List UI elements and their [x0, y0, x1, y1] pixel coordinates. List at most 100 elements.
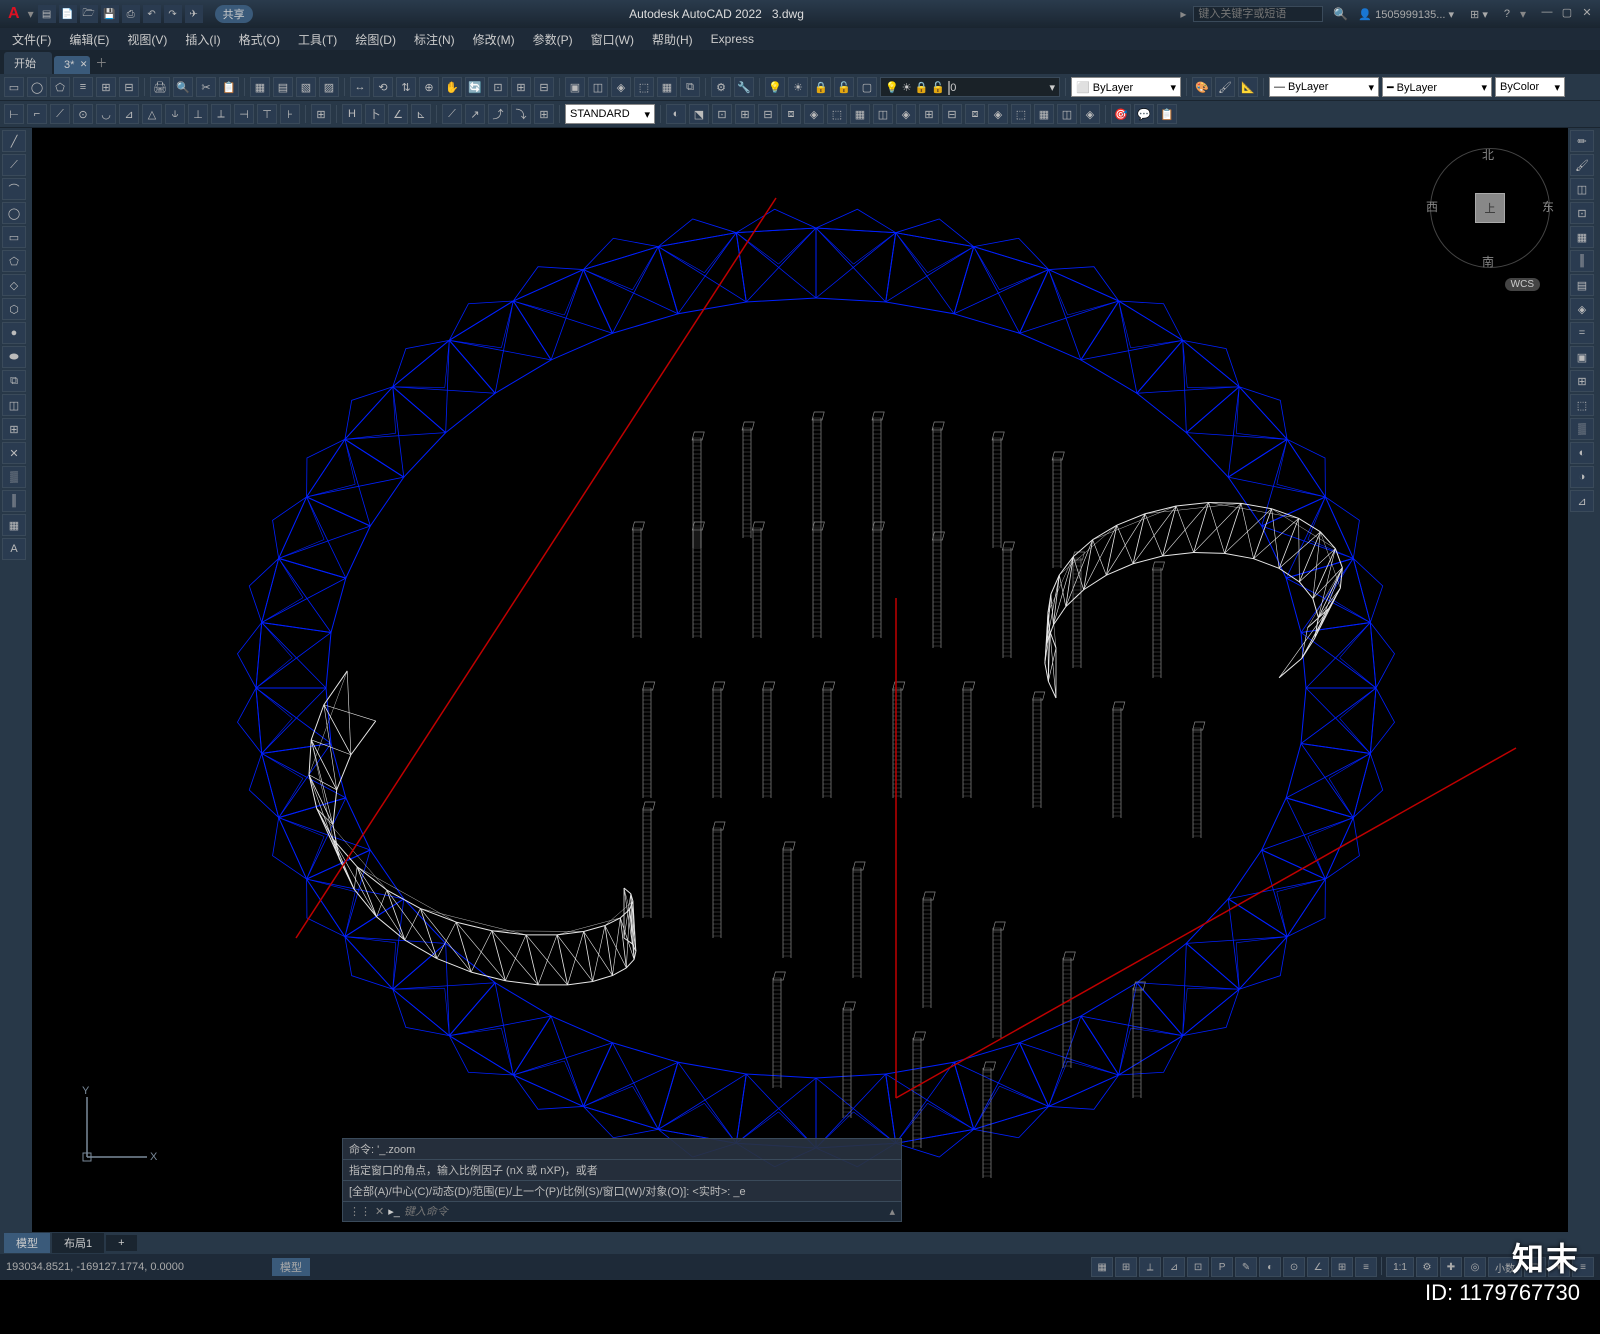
- menu-item[interactable]: 参数(P): [525, 29, 581, 50]
- viewcube-north[interactable]: 北: [1482, 146, 1494, 163]
- ribbon-button[interactable]: ⊞: [311, 104, 331, 124]
- qat-button[interactable]: ▤: [38, 5, 56, 23]
- ribbon-button[interactable]: ⊦: [280, 104, 300, 124]
- tool-button[interactable]: ⟋: [2, 154, 26, 176]
- ribbon-button[interactable]: ⊕: [419, 77, 439, 97]
- tool-button[interactable]: ⊡: [1570, 202, 1594, 224]
- status-toggle[interactable]: 1:1: [1386, 1257, 1414, 1277]
- tool-button[interactable]: ◫: [1570, 178, 1594, 200]
- qat-button[interactable]: ✈: [185, 5, 203, 23]
- ribbon-button[interactable]: ⊤: [257, 104, 277, 124]
- tool-button[interactable]: ◇: [2, 274, 26, 296]
- minimize-icon[interactable]: —: [1538, 6, 1556, 22]
- ribbon-button[interactable]: ◡: [96, 104, 116, 124]
- drawing-canvas[interactable]: 上 北 南 西 东 WCS X Y 命令: '_.zoom 指定窗口的角点，输入…: [32, 128, 1600, 1232]
- qat-button[interactable]: 💾: [101, 5, 119, 23]
- tool-button[interactable]: ▦: [1570, 226, 1594, 248]
- ribbon-button[interactable]: ⊢: [4, 104, 24, 124]
- ribbon-button[interactable]: ⊣: [234, 104, 254, 124]
- ribbon-button[interactable]: ⇅: [396, 77, 416, 97]
- status-toggle[interactable]: ⊙: [1283, 1257, 1305, 1277]
- tab-start[interactable]: 开始: [4, 52, 52, 74]
- ribbon-button[interactable]: ▭: [4, 77, 24, 97]
- layer-selector[interactable]: 💡 ☀ 🔒 🔓 0▾: [880, 77, 1060, 97]
- status-toggle[interactable]: ⊿: [1163, 1257, 1185, 1277]
- status-toggle[interactable]: ⊞: [1115, 1257, 1137, 1277]
- app-logo[interactable]: A: [4, 5, 24, 23]
- status-toggle[interactable]: ⟂: [1139, 1257, 1161, 1277]
- ribbon-button[interactable]: ▨: [319, 77, 339, 97]
- ribbon-button[interactable]: ⊥: [188, 104, 208, 124]
- tool-button[interactable]: ⧉: [2, 370, 26, 392]
- tool-button[interactable]: ▦: [2, 514, 26, 536]
- tab-drawing[interactable]: 3*✕: [54, 56, 90, 74]
- ribbon-button[interactable]: ⊟: [119, 77, 139, 97]
- ribbon-button[interactable]: ⚙: [711, 77, 731, 97]
- ribbon-button[interactable]: ▦: [657, 77, 677, 97]
- viewcube-west[interactable]: 西: [1426, 198, 1438, 215]
- tab-model[interactable]: 模型: [4, 1233, 50, 1253]
- tool-button[interactable]: ║: [1570, 250, 1594, 272]
- ribbon-button[interactable]: ◫: [873, 104, 893, 124]
- tool-button[interactable]: ▤: [1570, 274, 1594, 296]
- ribbon-button[interactable]: ▦: [1034, 104, 1054, 124]
- ribbon-button[interactable]: ⫝: [165, 104, 185, 124]
- menu-item[interactable]: Express: [703, 30, 762, 48]
- prop-selector[interactable]: ByColor▾: [1495, 77, 1565, 97]
- ribbon-button[interactable]: ⧈: [965, 104, 985, 124]
- tool-button[interactable]: ◯: [2, 202, 26, 224]
- ribbon-button[interactable]: ⌐: [27, 104, 47, 124]
- tool-button[interactable]: ✏: [1570, 130, 1594, 152]
- tool-button[interactable]: ║: [2, 490, 26, 512]
- autodesk-app-icon[interactable]: ⊞ ▾: [1470, 8, 1488, 21]
- command-recent-icon[interactable]: ▴: [889, 1205, 895, 1218]
- ribbon-button[interactable]: ◈: [1080, 104, 1100, 124]
- tool-button[interactable]: ▭: [2, 226, 26, 248]
- help-search-input[interactable]: [1193, 6, 1323, 22]
- tool-button[interactable]: ⬡: [2, 298, 26, 320]
- ribbon-button[interactable]: 🔄: [465, 77, 485, 97]
- tool-button[interactable]: 🖌: [1570, 154, 1594, 176]
- ribbon-button[interactable]: ▤: [273, 77, 293, 97]
- qat-button[interactable]: 📄: [59, 5, 77, 23]
- qat-button[interactable]: ↷: [164, 5, 182, 23]
- ribbon-button[interactable]: 💬: [1134, 104, 1154, 124]
- menu-item[interactable]: 窗口(W): [583, 29, 642, 50]
- ribbon-button[interactable]: ⧉: [680, 77, 700, 97]
- tool-button[interactable]: ⊞: [2, 418, 26, 440]
- tool-button[interactable]: A: [2, 538, 26, 560]
- status-toggle[interactable]: P: [1211, 1257, 1233, 1277]
- ribbon-button[interactable]: ⤴: [488, 104, 508, 124]
- ribbon-button[interactable]: ◐: [666, 104, 686, 124]
- ribbon-button[interactable]: ⊞: [96, 77, 116, 97]
- ribbon-button[interactable]: ↔: [350, 77, 370, 97]
- ribbon-button[interactable]: 🔍: [173, 77, 193, 97]
- ribbon-button[interactable]: 🔒: [811, 77, 831, 97]
- ribbon-button[interactable]: ⊿: [119, 104, 139, 124]
- restore-icon[interactable]: ▢: [1558, 6, 1576, 22]
- ribbon-button[interactable]: ⟲: [373, 77, 393, 97]
- menu-item[interactable]: 编辑(E): [61, 29, 117, 50]
- ribbon-button[interactable]: ⬚: [1011, 104, 1031, 124]
- menu-item[interactable]: 视图(V): [119, 29, 175, 50]
- status-toggle[interactable]: ≡: [1355, 1257, 1377, 1277]
- menu-item[interactable]: 标注(N): [406, 29, 463, 50]
- ribbon-button[interactable]: ⊞: [534, 104, 554, 124]
- tool-button[interactable]: ⬬: [2, 346, 26, 368]
- share-button[interactable]: 共享: [215, 5, 253, 23]
- ribbon-button[interactable]: ⊡: [488, 77, 508, 97]
- command-grip-icon[interactable]: ⋮⋮: [349, 1205, 371, 1218]
- qat-button[interactable]: 🗁: [80, 5, 98, 23]
- tool-button[interactable]: ⊞: [1570, 370, 1594, 392]
- menu-item[interactable]: 工具(T): [290, 29, 345, 50]
- tool-button[interactable]: ◐: [1570, 442, 1594, 464]
- ribbon-button[interactable]: ⊟: [942, 104, 962, 124]
- tool-button[interactable]: ▒: [1570, 418, 1594, 440]
- tool-button[interactable]: =: [1570, 322, 1594, 344]
- ribbon-button[interactable]: ✂: [196, 77, 216, 97]
- ribbon-button[interactable]: ⊙: [73, 104, 93, 124]
- status-toggle[interactable]: ⊞: [1331, 1257, 1353, 1277]
- viewcube-east[interactable]: 东: [1542, 198, 1554, 215]
- ribbon-button[interactable]: ◈: [896, 104, 916, 124]
- tool-button[interactable]: ✕: [2, 442, 26, 464]
